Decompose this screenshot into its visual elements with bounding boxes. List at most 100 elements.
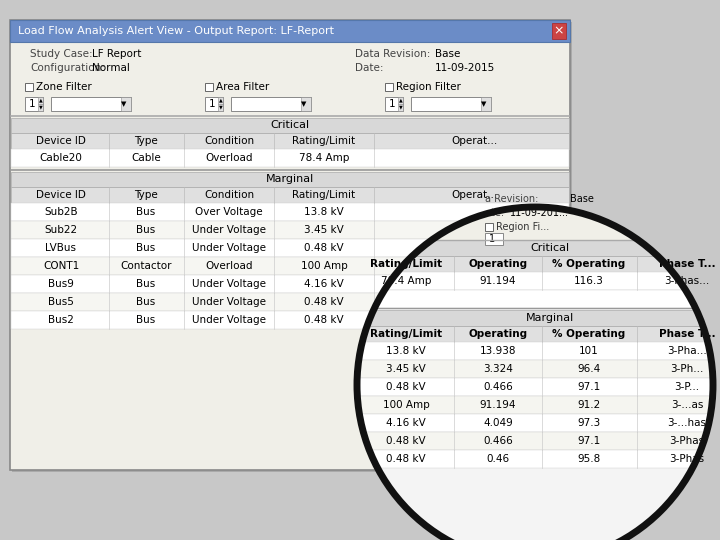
- Bar: [51, 97, 131, 111]
- Text: a Revision:: a Revision:: [485, 194, 539, 204]
- Text: Data Revision:: Data Revision:: [355, 49, 431, 59]
- Text: 0.48 kV: 0.48 kV: [304, 315, 344, 325]
- Text: Marginal: Marginal: [526, 313, 574, 323]
- Bar: [11, 203, 569, 221]
- Text: ▲: ▲: [219, 98, 222, 103]
- Text: Bus2: Bus2: [48, 315, 74, 325]
- Bar: [355, 414, 720, 432]
- Bar: [11, 133, 569, 149]
- Bar: [485, 223, 493, 231]
- Bar: [552, 23, 566, 39]
- Text: 0.48 kV: 0.48 kV: [386, 436, 426, 446]
- Text: Sub22: Sub22: [45, 225, 78, 235]
- Text: 91.2: 91.2: [577, 400, 600, 410]
- Text: 91.194: 91.194: [480, 276, 516, 286]
- Bar: [481, 97, 491, 111]
- Bar: [11, 311, 569, 329]
- Text: Rating/Limit: Rating/Limit: [292, 190, 356, 200]
- Bar: [218, 104, 223, 111]
- Bar: [355, 342, 720, 360]
- Text: LF Report: LF Report: [92, 49, 141, 59]
- Bar: [11, 257, 569, 275]
- Text: 1: 1: [489, 234, 495, 244]
- Text: 0.466: 0.466: [483, 436, 513, 446]
- Bar: [11, 293, 569, 311]
- Text: Cable20: Cable20: [40, 153, 82, 163]
- Text: Under Voltage: Under Voltage: [192, 297, 266, 307]
- Bar: [355, 290, 720, 308]
- Text: 3-...as: 3-...as: [671, 400, 703, 410]
- Text: 1: 1: [29, 99, 35, 109]
- Bar: [11, 172, 569, 187]
- Text: ▼: ▼: [121, 101, 127, 107]
- Text: 100 Amp: 100 Amp: [301, 261, 347, 271]
- Text: Study Case:: Study Case:: [30, 49, 93, 59]
- Text: Date:: Date:: [355, 63, 384, 73]
- Text: Operating: Operating: [469, 259, 528, 269]
- Text: 1: 1: [209, 99, 215, 109]
- Text: Operat...: Operat...: [451, 136, 497, 146]
- Text: Rating/Limit: Rating/Limit: [370, 329, 442, 339]
- Text: ▼: ▼: [399, 105, 402, 110]
- Text: Under Voltage: Under Voltage: [192, 243, 266, 253]
- Text: Under Voltage: Under Voltage: [192, 225, 266, 235]
- Text: Configuration:: Configuration:: [30, 63, 105, 73]
- Text: Rating/Limit: Rating/Limit: [292, 136, 356, 146]
- Text: 0.466: 0.466: [483, 382, 513, 392]
- Bar: [10, 20, 570, 470]
- Text: 116.3: 116.3: [574, 276, 604, 286]
- Text: 78.4 Amp: 78.4 Amp: [381, 276, 431, 286]
- Bar: [25, 97, 43, 111]
- Bar: [355, 256, 720, 272]
- Bar: [485, 233, 503, 245]
- Text: Overload: Overload: [205, 261, 253, 271]
- Bar: [355, 240, 720, 256]
- Bar: [11, 239, 569, 257]
- Bar: [11, 149, 569, 167]
- Text: ▼: ▼: [481, 101, 487, 107]
- Text: 3-Ph...: 3-Ph...: [670, 364, 703, 374]
- Text: 11-09-201...: 11-09-201...: [510, 208, 569, 218]
- Text: ▼: ▼: [301, 101, 307, 107]
- Text: 13.8 kV: 13.8 kV: [304, 207, 344, 217]
- Text: 96.4: 96.4: [577, 364, 600, 374]
- Text: Zone Filter: Zone Filter: [36, 82, 91, 92]
- Bar: [385, 83, 393, 91]
- Text: Critical: Critical: [271, 120, 310, 131]
- Bar: [355, 378, 720, 396]
- Text: Bus5: Bus5: [48, 297, 74, 307]
- Text: 97.3: 97.3: [577, 418, 600, 428]
- Text: Bus: Bus: [136, 297, 156, 307]
- Text: Rating/Limit: Rating/Limit: [370, 259, 442, 269]
- Text: LVBus: LVBus: [45, 243, 76, 253]
- Bar: [355, 272, 720, 290]
- Bar: [121, 97, 131, 111]
- Text: 3-...has: 3-...has: [667, 418, 706, 428]
- Text: ▲: ▲: [39, 98, 42, 103]
- Bar: [355, 432, 720, 450]
- Text: Cable: Cable: [131, 153, 161, 163]
- Bar: [11, 221, 569, 239]
- Text: Normal: Normal: [92, 63, 130, 73]
- Text: 0.48 kV: 0.48 kV: [386, 454, 426, 464]
- Text: Bus: Bus: [136, 225, 156, 235]
- Text: Load Flow Analysis Alert View - Output Report: LF-Report: Load Flow Analysis Alert View - Output R…: [18, 26, 334, 36]
- Text: Device ID: Device ID: [36, 136, 86, 146]
- Text: 0.46: 0.46: [487, 454, 510, 464]
- Text: Contactor: Contactor: [120, 261, 172, 271]
- Text: CONT1: CONT1: [43, 261, 79, 271]
- Text: Condition: Condition: [204, 136, 254, 146]
- Text: Device ID: Device ID: [36, 190, 86, 200]
- Bar: [205, 97, 223, 111]
- Text: Bus: Bus: [136, 279, 156, 289]
- Bar: [355, 360, 720, 378]
- Text: 78.4 Amp: 78.4 Amp: [299, 153, 349, 163]
- Text: 3-Pha...: 3-Pha...: [667, 346, 707, 356]
- Text: 3-P...: 3-P...: [675, 382, 700, 392]
- Text: Under Voltage: Under Voltage: [192, 315, 266, 325]
- Bar: [38, 104, 43, 111]
- Bar: [231, 97, 311, 111]
- Text: Overload: Overload: [205, 153, 253, 163]
- Text: 4.16 kV: 4.16 kV: [386, 418, 426, 428]
- Text: Bus: Bus: [136, 207, 156, 217]
